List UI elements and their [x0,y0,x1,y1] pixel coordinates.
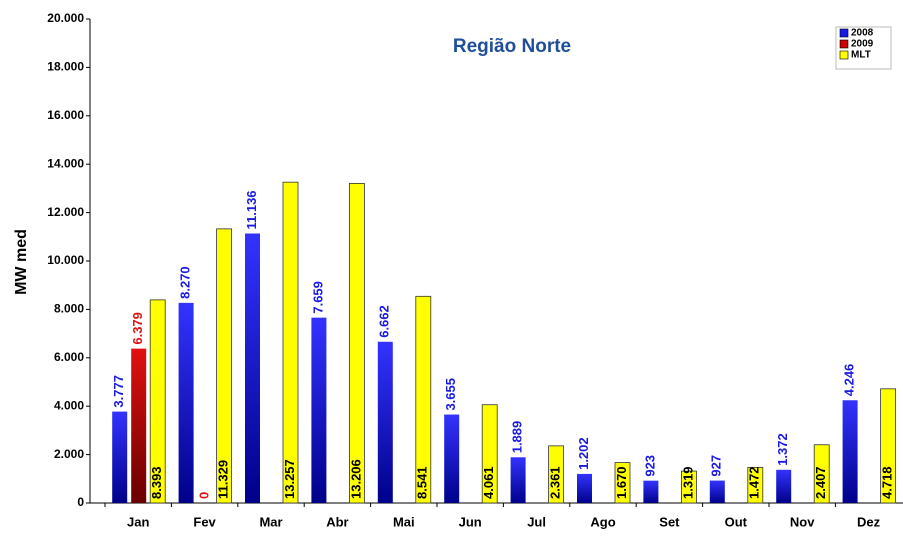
bar [614,462,631,504]
y-tick-label: 10.000 [47,253,84,267]
x-tick-label: Nov [790,514,815,529]
bar [149,299,166,504]
y-tick-label: 8.000 [54,302,84,316]
value-label: 1.372 [775,433,790,466]
bar [709,480,725,503]
y-tick-label: 14.000 [47,156,84,170]
x-tick-label: Jan [127,514,149,529]
value-label: 2.361 [548,466,563,499]
value-label: 7.659 [310,281,325,314]
x-tick-label: Jun [459,514,482,529]
x-tick-label: Ago [590,514,615,529]
bar [178,302,194,503]
value-label: 1.472 [747,466,762,499]
chart-title: Região Norte [453,36,571,57]
legend-label: MLT [851,50,871,61]
x-tick-label: Fev [193,514,216,529]
bar [444,414,460,503]
bar [548,445,564,504]
bar [131,348,147,503]
value-label: 1.670 [614,466,629,499]
value-label: 11.329 [216,460,231,499]
value-label: 4.718 [880,466,895,499]
bar [880,388,896,504]
value-label: 0 [197,492,212,499]
y-tick-label: 6.000 [54,350,84,364]
x-tick-label: Set [659,514,680,529]
bar [282,181,299,504]
value-label: 8.270 [178,266,193,299]
y-tick-label: 18.000 [47,60,84,74]
y-tick-label: 12.000 [47,205,84,219]
value-label: 13.257 [282,459,297,499]
value-label: 1.319 [680,466,695,499]
value-label: 8.541 [415,466,430,499]
y-tick-label: 16.000 [47,108,84,122]
y-axis-label: MW med [13,229,30,295]
bar [216,228,233,504]
legend-label: 2009 [851,39,874,50]
bar [643,480,659,503]
y-tick-label: 4.000 [54,398,84,412]
bar [311,317,327,503]
x-tick-label: Abr [326,514,348,529]
bar [415,295,432,504]
bar [577,473,592,503]
legend-label: 2008 [851,28,874,39]
value-label: 8.393 [149,466,164,499]
x-tick-label: Out [725,514,748,529]
value-label: 2.407 [813,466,828,499]
x-tick-label: Mar [259,514,282,529]
bar [377,341,393,503]
x-tick-label: Dez [857,514,881,529]
bar [681,470,697,504]
y-tick-label: 0 [77,495,84,509]
value-label: 1.202 [576,437,591,470]
bar [112,411,128,503]
value-label: 3.655 [443,378,458,411]
value-label: 6.379 [130,312,145,345]
legend-swatch [839,28,849,38]
y-tick-label: 2.000 [54,447,84,461]
value-label: 6.662 [377,305,392,338]
x-tick-label: Mai [393,514,415,529]
value-label: 927 [709,455,724,477]
value-label: 1.889 [510,421,525,454]
value-label: 4.246 [842,364,857,397]
value-label: 13.206 [348,459,363,499]
bar [813,444,830,504]
y-tick-label: 20.000 [47,11,84,25]
bar [842,400,858,503]
legend-swatch [839,39,849,49]
bar [776,469,792,503]
bar [481,404,498,504]
value-label: 11.136 [244,190,259,229]
value-label: 923 [642,455,657,477]
bar [245,233,260,504]
value-label: 4.061 [481,466,496,499]
value-label: 3.777 [111,375,126,408]
legend-swatch [839,50,849,60]
bar [747,466,764,504]
bar [510,457,526,503]
bar [348,183,365,504]
x-tick-label: Jul [527,514,546,529]
